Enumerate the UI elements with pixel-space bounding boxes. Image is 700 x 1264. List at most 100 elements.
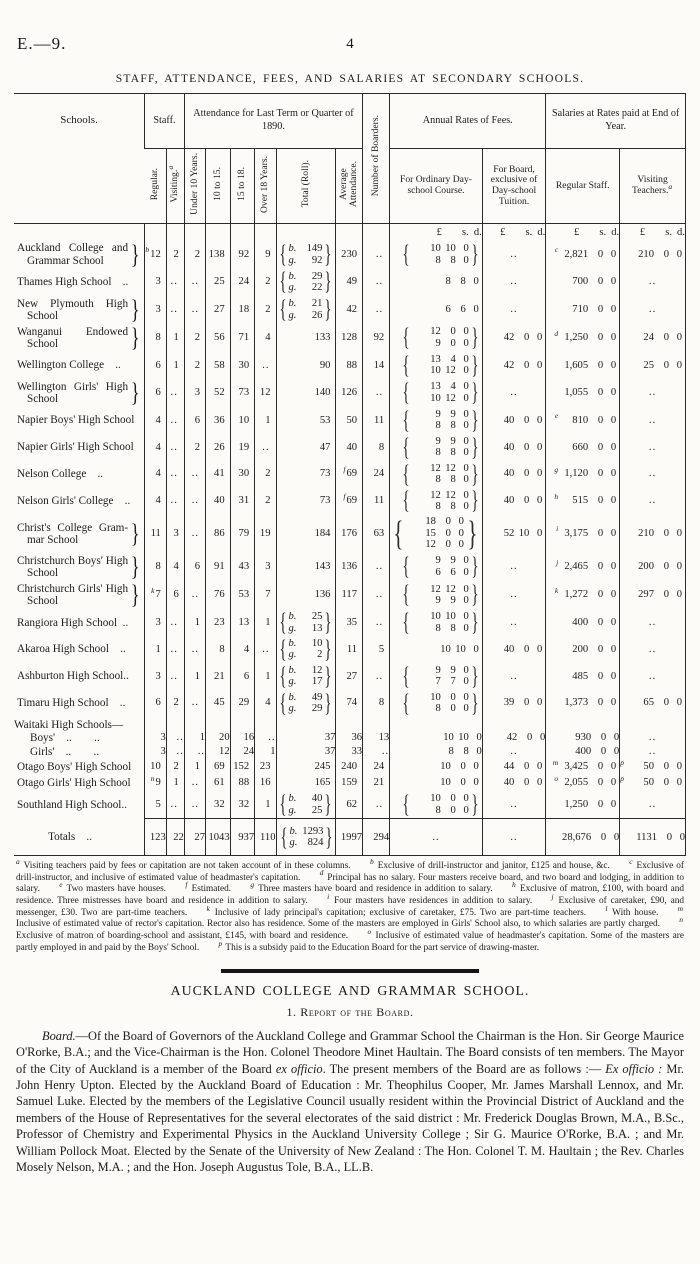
table-cell: 700 0 0 <box>545 268 620 296</box>
table-cell: 47 <box>275 433 336 461</box>
table-cell: .. <box>165 433 185 461</box>
table-cell <box>144 716 167 731</box>
table-cell <box>335 716 363 731</box>
table-cell: 53 <box>275 406 336 434</box>
table-cell: 40 0 0 <box>481 636 546 663</box>
table-row: Christchurch Boys' High School} 8 4 6 91 43 3 14… <box>14 552 686 581</box>
table-cell: 294 <box>362 817 390 856</box>
table-cell: 62 <box>335 791 363 819</box>
table-cell: {b. 12 g. 17} <box>275 662 336 690</box>
table-cell: 937 <box>229 817 255 856</box>
table-cell <box>204 716 231 731</box>
table-cell: 6 <box>144 689 167 717</box>
table-cell: .. <box>165 406 185 434</box>
table-row: Akaroa High School .. 1.... 8 4..{b. 10 g. 2} 1… <box>14 636 686 663</box>
section-divider-rule <box>221 969 479 973</box>
table-cell <box>275 223 336 241</box>
table-row: Otago Boys' High School 10 2 1 69 152 23 245 240… <box>14 758 686 775</box>
table-cell: 2 <box>183 240 206 269</box>
table-cell: 1131 0 0 <box>619 817 686 856</box>
table-cell: 42 <box>335 295 363 324</box>
table-cell: 69 <box>204 758 231 775</box>
table-cell: 33 <box>335 744 363 759</box>
table-cell: 1 <box>165 351 185 379</box>
table-cell: .. <box>481 378 546 407</box>
table-cell: 5 <box>144 791 167 819</box>
table-cell: 3 <box>144 295 167 324</box>
school-name: Girls' .. .. <box>30 745 100 758</box>
table-cell: 11 <box>144 514 167 553</box>
table-cell: 2 <box>165 240 185 269</box>
table-cell: 2 <box>183 433 206 461</box>
table-cell: {9 9 0 8 8 0} <box>389 406 483 434</box>
italic-text: Ex officio : <box>605 1061 663 1076</box>
table-cell: 24 <box>229 744 255 759</box>
table-cell: .. <box>165 460 185 488</box>
table-cell: 25 <box>204 268 231 296</box>
section-subheading: 1. Report of the Board. <box>286 1004 414 1019</box>
table-cell: 10 10 0 <box>389 636 483 663</box>
table-cell: m 3,425 0 0 <box>545 758 620 775</box>
col-group-salaries: Salaries at Rates paid at End of Year. <box>545 93 686 149</box>
table-cell: 3 <box>144 744 167 759</box>
section-heading: AUCKLAND COLLEGE AND GRAMMAR SCHOOL. <box>170 982 530 998</box>
table-cell <box>229 223 255 241</box>
table-cell: 52 <box>204 378 231 407</box>
table-cell <box>254 716 276 731</box>
table-cell: .. <box>619 744 686 759</box>
table-cell: 36 <box>335 730 363 745</box>
table-cell: .. <box>165 295 185 324</box>
table-cell: {b. 1293 g. 824} <box>275 817 336 856</box>
table-cell: .. <box>619 378 686 407</box>
table-cell: .. <box>481 609 546 636</box>
table-cell: 6 <box>144 378 167 407</box>
table-cell: 90 <box>275 351 336 379</box>
table-cell: .. <box>165 791 185 819</box>
italic-text: ex officio <box>275 1061 323 1076</box>
footnote: l With house. <box>605 903 659 918</box>
table-row: Napier Girls' High School 4.. 2 26 19.. 47 40 8… <box>14 433 686 461</box>
table-cell: 40 0 0 <box>481 487 546 515</box>
table-cell: 10 <box>229 406 255 434</box>
table-cell: 28,676 0 0 <box>545 817 620 856</box>
table-cell: 74 <box>335 689 363 717</box>
table-cell: 16 <box>254 775 276 792</box>
table-row: New Plymouth High School} 3.... 27 18 2{b. 21 g… <box>14 295 686 324</box>
table-cell: 930 0 0 <box>545 730 620 745</box>
table-cell: 3 <box>144 268 167 296</box>
table-cell: 6 <box>229 662 255 690</box>
table-cell: k 1,272 0 0 <box>545 580 620 610</box>
table-cell: 6 <box>144 351 167 379</box>
table-cell <box>183 716 206 731</box>
table-cell: .. <box>165 268 185 296</box>
table-cell: 88 <box>229 775 255 792</box>
table-cell: 4 <box>144 433 167 461</box>
table-cell: 176 <box>335 514 363 553</box>
table-cell: 8 <box>204 636 231 663</box>
table-cell: .. <box>183 744 206 759</box>
col-header-schools: Schools. <box>14 93 145 224</box>
table-cell: .. <box>183 487 206 515</box>
table-cell: 32 <box>229 791 255 819</box>
table-cell: {b. 49 g. 29} <box>275 689 336 717</box>
table-cell: 27 <box>204 295 231 324</box>
table-cell: 1 <box>183 730 206 745</box>
table-cell: {10 0 0 8 0 0} <box>389 791 483 819</box>
table-row: Wellington College .. 6 1 2 58 30.. 90 88 14{13 4… <box>14 351 686 379</box>
footnote: f Estimated. <box>185 880 232 895</box>
table-cell: {12 0 0 9 0 0} <box>389 323 483 352</box>
col-group-attendance: Attendance for Last Term or Quarter of 1… <box>183 93 363 149</box>
table-cell: 91 <box>204 552 231 581</box>
table-cell: .. <box>619 636 686 663</box>
table-cell <box>165 716 185 731</box>
table-cell: 200 0 0 <box>619 552 686 581</box>
table-title: STAFF, ATTENDANCE, FEES, AND SALARIES AT… <box>115 72 585 85</box>
table-cell: .. <box>254 730 276 745</box>
table-cell: 20 <box>204 730 231 745</box>
table-cell: h 515 0 0 <box>545 487 620 515</box>
table-cell: 1043 <box>204 817 231 856</box>
table-cell: 36 <box>204 406 231 434</box>
table-cell: .. <box>619 730 686 745</box>
table-row: Christchurch Girls' High School} k7 6.. 76 53… <box>14 580 686 610</box>
